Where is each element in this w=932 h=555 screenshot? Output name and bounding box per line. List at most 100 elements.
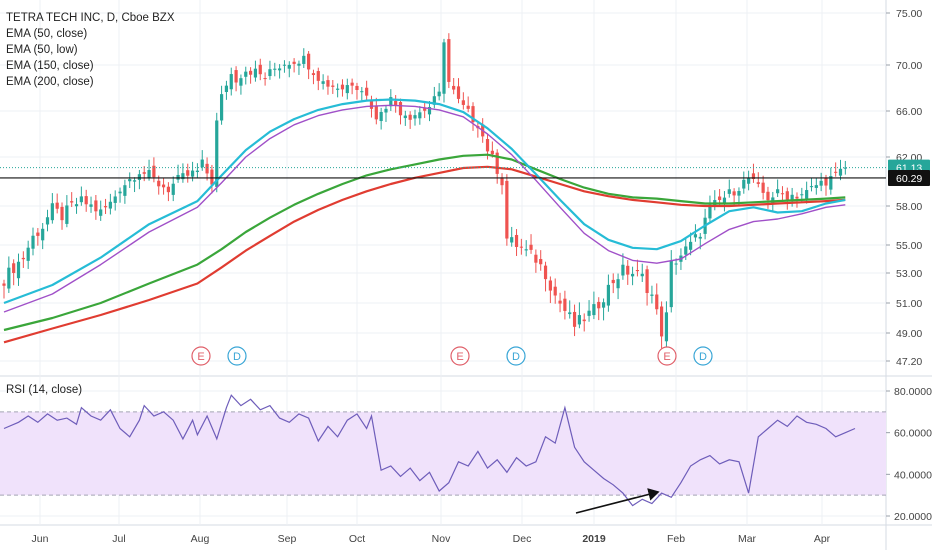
candle [292,58,296,73]
candle-body [273,68,277,70]
earnings-marker-circle [657,346,677,366]
candle-body [408,114,412,120]
earnings-marker-label: E [197,351,204,363]
dividend-marker: D [693,346,713,366]
candle-body [350,82,354,86]
candle-body [186,170,190,176]
axes: 75.0070.0066.0062.0058.0055.0053.0051.00… [32,8,932,545]
candle [147,159,151,181]
candle-body [795,196,799,199]
candle-body [698,236,702,239]
candle-body [26,247,30,261]
candle-body [345,85,349,94]
candle-body [776,189,780,194]
candle [785,187,789,210]
candle [834,162,838,177]
candle-body [674,263,678,265]
candle-body [205,163,209,174]
candle [229,67,233,96]
candle-body [248,70,253,75]
candle [365,80,369,102]
legend-ema-50-low: EMA (50, low) [6,44,78,56]
candle-body [819,180,823,186]
candle [345,78,349,100]
candle-body [302,55,306,64]
candle [713,190,717,211]
candle [814,178,818,195]
candle-body [215,120,219,187]
candle-body [224,85,229,93]
candle-body [427,106,432,115]
candle [645,265,649,306]
candle-body [582,319,586,322]
candle [161,178,166,195]
dividend-marker-label: D [699,351,707,363]
candle [181,163,185,183]
candle [307,51,311,80]
candle-body [403,115,407,119]
candle-body [210,169,214,185]
dividend-marker-circle [227,346,247,366]
candle-body [572,311,577,327]
legend-ema-150-close: EMA (150, close) [6,60,94,72]
candle [108,193,112,215]
rsi-line [3,394,856,507]
candle [819,172,823,192]
candle [239,74,243,95]
candle-body [534,254,538,263]
candle-body [41,228,45,241]
candle-body [79,196,83,203]
level-price-badge-text: 60.29 [896,173,922,185]
candle-body [244,71,248,77]
candle-body [601,302,606,308]
candle [152,157,156,183]
candle-body [747,177,751,184]
candle [278,64,282,79]
time-tick-label: Jun [32,533,49,545]
price-tick-label: 58.00 [896,201,922,213]
candle-body [495,152,499,174]
rsi-band-lines [0,411,886,496]
candle [336,83,340,98]
price-legend: TETRA TECH INC, D, Cboe BZX EMA (50, clo… [6,10,175,90]
earnings-marker-circle [191,346,211,366]
candle-body [118,191,122,194]
candle-body [65,205,69,224]
candle-body [316,71,320,81]
candle [659,301,664,349]
time-tick-label: Dec [513,533,532,545]
candle-body [543,265,548,280]
candle [742,171,746,194]
candle-body [790,194,794,201]
candle-body [190,170,195,177]
candle [12,259,16,286]
candle-body [45,217,50,225]
price-tick-label: 51.00 [896,298,922,310]
candle [524,240,528,257]
candle-body [336,88,340,90]
candle [253,60,258,82]
candle-body [181,173,185,180]
dividend-marker: D [227,346,247,366]
candle [640,263,644,282]
candle [447,33,451,89]
candle [36,228,40,246]
candle [70,192,74,207]
candle-body [640,273,644,277]
candle [244,66,248,85]
rsi-line-path [3,394,856,507]
ema-50-low-line [3,104,846,313]
candle [50,193,54,224]
candle-body [742,179,746,189]
candle-body [442,42,446,94]
candle-body [369,99,374,109]
candle [248,67,253,84]
candle-body [577,315,581,325]
candle-body [693,234,698,238]
candle [756,172,760,188]
candle [21,251,25,268]
candle [461,92,465,110]
candle-body [655,294,659,310]
candle [176,164,180,183]
